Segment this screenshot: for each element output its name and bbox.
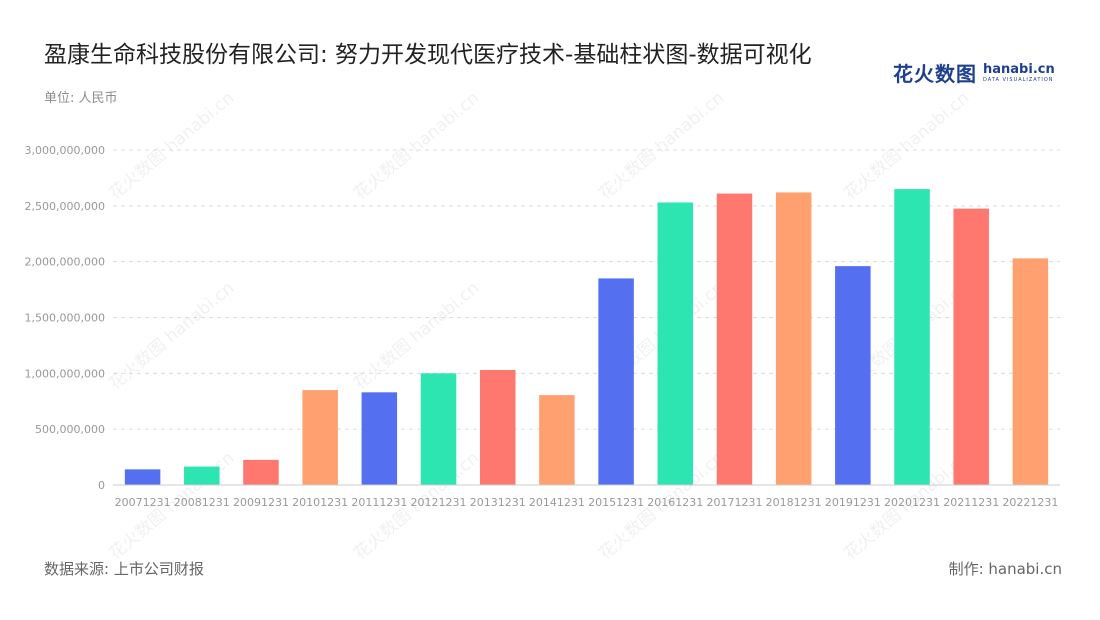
- brand-logo: 花火数图 hanabi.cn DATA VISUALIZATION: [893, 58, 1055, 87]
- y-axis: 0 500,000,000 1,000,000,000 1,500,000,000 2,…: [25, 144, 105, 492]
- y-tick-label: 2,000,000,000: [25, 256, 105, 269]
- x-tick-label: 20131231: [470, 496, 526, 509]
- grid-lines: [113, 149, 1060, 430]
- bar: [598, 278, 634, 485]
- unit-label: 单位: 人民币: [44, 91, 118, 106]
- bar: [124, 469, 161, 485]
- bar: [716, 193, 753, 486]
- bar: [184, 466, 220, 485]
- x-tick-label: 20141231: [529, 496, 585, 509]
- x-tick-label: 20111231: [351, 496, 407, 509]
- y-tick-label: 2,500,000,000: [25, 200, 105, 213]
- bar: [302, 390, 338, 485]
- bar: [953, 208, 989, 485]
- bar: [243, 459, 279, 485]
- x-tick-label: 20121231: [411, 496, 467, 509]
- x-tick-label: 20171231: [706, 496, 762, 509]
- watermark: 花火数图 hanabi.cn: [595, 88, 728, 204]
- x-tick-label: 20191231: [825, 496, 881, 509]
- y-tick-label: 500,000,000: [35, 423, 105, 436]
- x-tick-label: 20201231: [884, 496, 940, 509]
- x-tick-label: 20211231: [943, 496, 999, 509]
- logo-cn-text: 花火数图: [893, 62, 977, 86]
- bar: [361, 392, 398, 485]
- watermark: 花火数图 hanabi.cn: [105, 278, 238, 394]
- bar: [657, 202, 694, 485]
- x-axis: 20071231 20081231 20091231 20101231 20111231…: [113, 484, 1060, 509]
- bar: [775, 192, 812, 485]
- bar: [1012, 258, 1049, 485]
- bar: [420, 373, 457, 485]
- y-tick-label: 1,000,000,000: [25, 367, 105, 380]
- x-tick-label: 20151231: [588, 496, 644, 509]
- watermark: 花火数图 hanabi.cn: [350, 278, 483, 394]
- maker-credit: 制作: hanabi.cn: [948, 560, 1062, 578]
- x-tick-label: 20071231: [115, 496, 171, 509]
- bar: [835, 266, 871, 485]
- logo-en-text: hanabi.cn: [983, 61, 1055, 77]
- x-tick-label: 20181231: [766, 496, 822, 509]
- y-tick-label: 1,500,000,000: [25, 312, 105, 325]
- chart-title: 盈康生命科技股份有限公司: 努力开发现代医疗技术-基础柱状图-数据可视化: [44, 42, 812, 68]
- bar: [894, 189, 930, 486]
- x-tick-label: 20081231: [174, 496, 230, 509]
- watermark: 花火数图 hanabi.cn: [840, 88, 973, 204]
- x-tick-label: 20101231: [292, 496, 348, 509]
- logo-sub-text: DATA VISUALIZATION: [983, 76, 1054, 83]
- bars: [124, 189, 1049, 486]
- y-tick-label: 0: [98, 479, 105, 492]
- x-tick-label: 20091231: [233, 496, 289, 509]
- bar: [479, 369, 516, 485]
- watermark: 花火数图 hanabi.cn: [105, 88, 238, 204]
- watermark: 花火数图 hanabi.cn: [350, 88, 483, 204]
- x-tick-label: 20161231: [647, 496, 703, 509]
- data-source: 数据来源: 上市公司财报: [44, 560, 204, 578]
- x-tick-label: 20221231: [1002, 496, 1058, 509]
- y-tick-label: 3,000,000,000: [25, 144, 105, 157]
- bar: [539, 395, 575, 485]
